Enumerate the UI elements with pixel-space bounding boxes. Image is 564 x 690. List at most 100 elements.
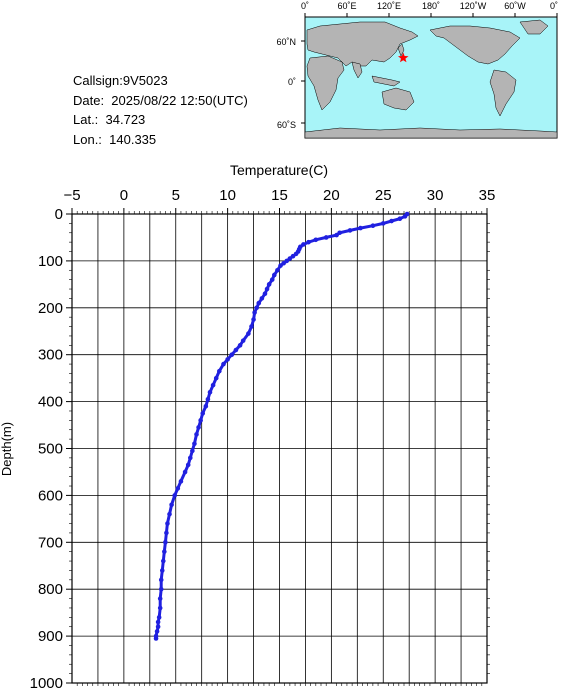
data-point [153, 636, 159, 641]
location-map: 0˚ 60˚E 120˚E 180˚ 120˚W 60˚W 0˚ 60˚N 0˚… [276, 1, 558, 139]
data-point [169, 502, 174, 508]
star-icon [398, 52, 409, 63]
antarctica-landmass [304, 127, 558, 139]
y-tick-label: 300 [38, 347, 63, 364]
data-point [240, 338, 246, 343]
data-point [313, 237, 319, 243]
data-point [187, 455, 193, 461]
map-lon-label-2: 120˚E [377, 1, 401, 11]
data-point [246, 331, 251, 336]
data-point [203, 403, 209, 409]
data-point [200, 411, 206, 416]
data-point [251, 317, 256, 322]
data-point [205, 396, 211, 402]
data-point [306, 239, 311, 245]
data-point [175, 486, 181, 491]
x-axis-ticks: −5 0 5 10 15 20 25 30 35 [63, 187, 495, 686]
north-america-landmass [429, 25, 521, 65]
data-point [358, 225, 363, 231]
data-point [397, 216, 403, 221]
data-point [269, 277, 275, 282]
japan-islands [397, 43, 405, 57]
data-point [163, 540, 168, 545]
africa-landmass [306, 55, 345, 111]
data-point [266, 282, 272, 287]
y-tick-label: 900 [38, 628, 63, 645]
data-point [156, 615, 162, 620]
map-lat-label-0: 60˚N [276, 37, 296, 47]
data-point [178, 479, 184, 484]
data-point [198, 418, 203, 423]
data-point [158, 586, 164, 592]
y-tick-label: 100 [38, 253, 63, 270]
data-point [210, 382, 216, 388]
x-tick-label: 35 [479, 187, 496, 204]
y-tick-label: 200 [38, 300, 63, 317]
data-point [233, 347, 239, 353]
data-point [155, 619, 161, 625]
x-tick-label: 10 [219, 187, 236, 204]
y-tick-label: 600 [38, 487, 63, 504]
south-america-landmass [489, 69, 517, 117]
x-tick-label: 15 [271, 187, 288, 204]
x-tick-label: 20 [323, 187, 340, 204]
data-point [249, 324, 254, 329]
data-point [185, 462, 191, 468]
data-point [237, 343, 243, 348]
y-tick-label: 800 [38, 581, 63, 598]
x-tick-label: −5 [63, 187, 80, 204]
data-point [207, 389, 213, 395]
data-point [380, 221, 386, 226]
data-point [155, 624, 161, 630]
chart-grid [71, 213, 488, 684]
data-point [278, 263, 283, 268]
longitude-text: Lon.: 140.335 [73, 132, 157, 148]
india-landmass [351, 61, 363, 79]
data-point [275, 267, 280, 273]
y-tick-label: 400 [38, 394, 63, 411]
map-lon-label-3: 180˚ [422, 1, 440, 11]
data-point [402, 214, 408, 219]
data-point [264, 286, 270, 292]
y-axis-ticks: 0 100 200 300 400 500 600 700 800 900 1000 [30, 206, 490, 690]
data-point [272, 272, 277, 278]
data-point [161, 558, 166, 564]
map-lon-label-4: 120˚W [460, 1, 487, 11]
data-point [157, 605, 163, 611]
australia-landmass [381, 87, 415, 111]
y-tick-label: 500 [38, 441, 63, 458]
data-point [192, 441, 197, 447]
data-point [194, 432, 199, 437]
data-point [229, 352, 235, 358]
map-lon-label-6: 0˚ [550, 1, 558, 11]
map-lon-label-1: 60˚E [337, 1, 356, 11]
data-point [256, 300, 262, 306]
x-tick-label: 30 [427, 187, 444, 204]
data-point [347, 228, 353, 233]
x-tick-label: 5 [172, 187, 180, 204]
data-point [334, 232, 339, 238]
x-tick-label: 25 [375, 187, 392, 204]
data-point [252, 310, 257, 315]
data-point [225, 357, 230, 362]
map-lon-label-5: 60˚W [504, 1, 526, 11]
data-point [213, 375, 219, 381]
data-point [370, 223, 376, 229]
profile-line [154, 212, 409, 639]
data-point [217, 368, 222, 374]
x-tick-label: 0 [120, 187, 128, 204]
map-land [304, 19, 558, 139]
data-point [196, 425, 201, 430]
map-lat-label-2: 60˚S [277, 120, 296, 130]
y-tick-label: 1000 [30, 675, 63, 690]
indonesia-islands [371, 75, 401, 87]
data-point [164, 530, 169, 536]
data-point [182, 469, 188, 475]
data-point [262, 291, 268, 297]
data-point [172, 493, 178, 498]
callsign-text: Callsign:9V5023 [73, 73, 168, 88]
y-tick-label: 700 [38, 534, 63, 551]
y-tick-label: 0 [55, 206, 63, 223]
y-axis-label: Depth(m) [0, 422, 14, 476]
